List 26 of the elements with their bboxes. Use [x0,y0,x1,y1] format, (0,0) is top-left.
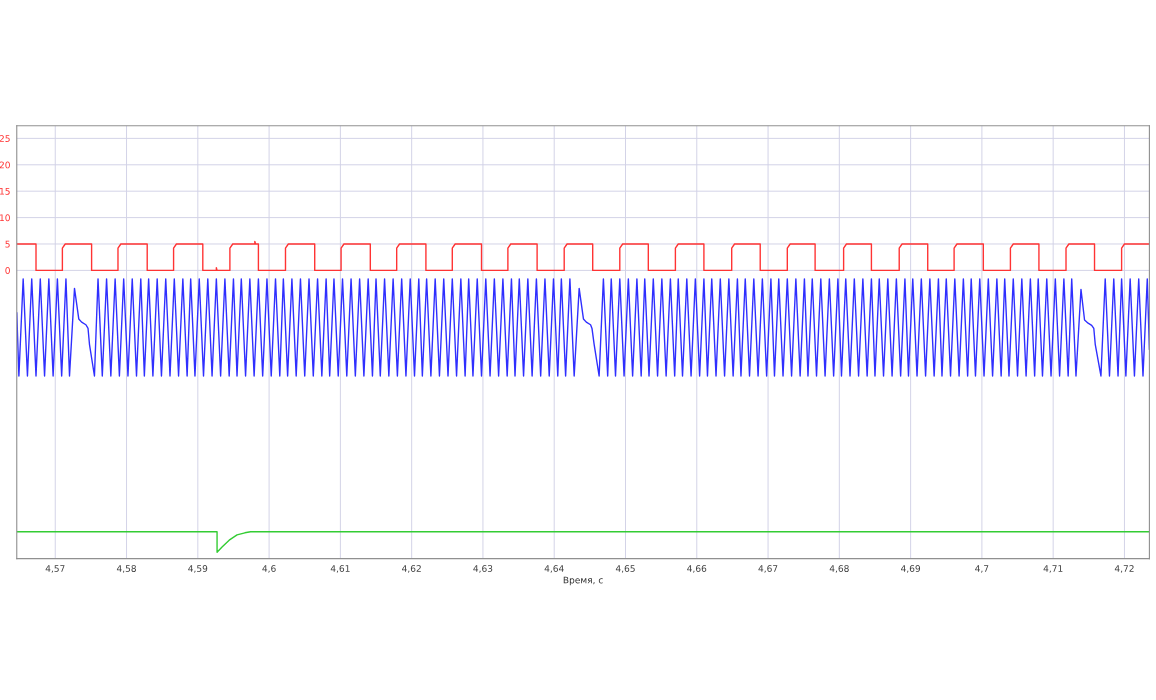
x-tick-label: 4,67 [758,565,778,573]
x-tick-label: 4,63 [473,565,493,573]
x-tick-label: 4,69 [901,565,921,573]
y-tick-label: 25 [0,135,10,142]
y-tick-label: 5 [5,240,10,248]
x-axis-title: Время, с [563,576,603,586]
x-tick-label: 4,65 [615,565,635,573]
x-tick-label: 4,61 [330,565,350,573]
y-tick-label: 10 [0,214,10,222]
line-series [16,278,1150,377]
line-series [16,240,1150,272]
x-tick-label: 4,62 [402,565,421,573]
x-tick-label: 4,7 [975,565,989,573]
y-tick-label: 0 [5,267,10,274]
y-tick-label: 20 [0,161,10,169]
x-tick-label: 4,58 [116,565,136,573]
x-tick-label: 4,71 [1043,565,1063,573]
y-tick-label: 15 [0,188,10,195]
x-tick-label: 4,57 [45,565,65,573]
x-tick-label: 4,59 [188,565,208,573]
x-tick-label: 4,66 [687,565,707,573]
x-tick-label: 4,68 [829,565,849,573]
x-tick-label: 4,64 [544,565,564,573]
x-tick-label: 4,6 [262,565,276,573]
line-series [16,531,1150,554]
x-tick-label: 4,72 [1114,565,1134,573]
